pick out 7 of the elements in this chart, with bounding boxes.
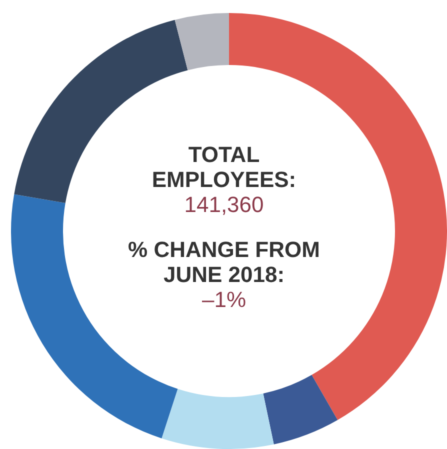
text: TOTAL EMPLOYEES:: [150, 142, 298, 192]
donut-slice: [174, 13, 229, 70]
text: –1%: [200, 287, 248, 312]
text: % CHANGE FROM JUNE 2018:: [127, 237, 321, 287]
donut-slice: [263, 374, 338, 444]
text: 141,360: [183, 192, 265, 217]
donut-slice: [162, 388, 274, 449]
